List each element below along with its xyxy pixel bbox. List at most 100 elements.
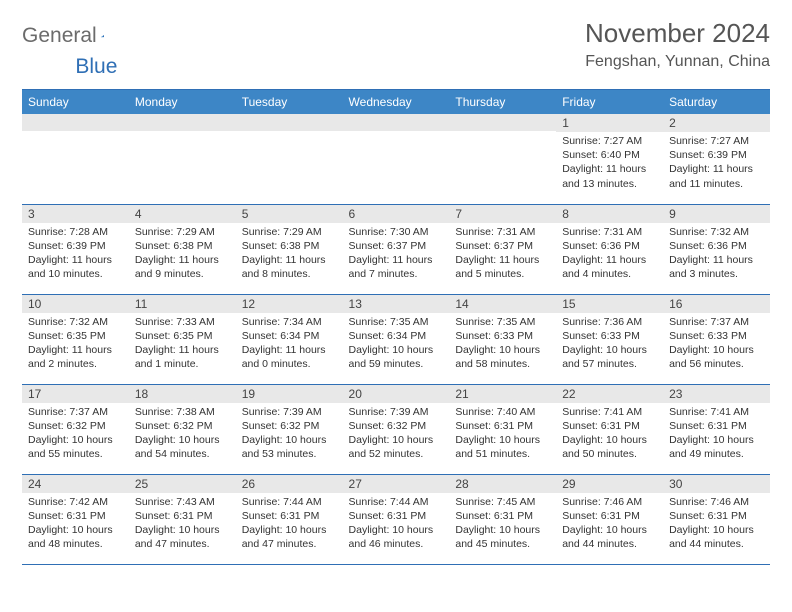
day-sunset: Sunset: 6:31 PM xyxy=(135,509,230,523)
day-sunrise: Sunrise: 7:37 AM xyxy=(28,405,123,419)
day-details: Sunrise: 7:35 AMSunset: 6:34 PMDaylight:… xyxy=(343,313,450,376)
day-cell: 14Sunrise: 7:35 AMSunset: 6:33 PMDayligh… xyxy=(449,294,556,384)
day-daylight: Daylight: 10 hours and 47 minutes. xyxy=(135,523,230,551)
day-sunrise: Sunrise: 7:35 AM xyxy=(455,315,550,329)
day-sunrise: Sunrise: 7:40 AM xyxy=(455,405,550,419)
day-sunset: Sunset: 6:32 PM xyxy=(28,419,123,433)
day-daylight: Daylight: 10 hours and 59 minutes. xyxy=(349,343,444,371)
day-details: Sunrise: 7:31 AMSunset: 6:37 PMDaylight:… xyxy=(449,223,556,286)
day-sunset: Sunset: 6:35 PM xyxy=(28,329,123,343)
day-details: Sunrise: 7:27 AMSunset: 6:40 PMDaylight:… xyxy=(556,132,663,195)
day-sunset: Sunset: 6:40 PM xyxy=(562,148,657,162)
day-number-band: 4 xyxy=(129,205,236,223)
day-sunset: Sunset: 6:33 PM xyxy=(669,329,764,343)
day-number-band: 21 xyxy=(449,385,556,403)
day-sunset: Sunset: 6:31 PM xyxy=(349,509,444,523)
day-cell: 4Sunrise: 7:29 AMSunset: 6:38 PMDaylight… xyxy=(129,204,236,294)
day-sunrise: Sunrise: 7:31 AM xyxy=(455,225,550,239)
day-cell: 2Sunrise: 7:27 AMSunset: 6:39 PMDaylight… xyxy=(663,114,770,204)
logo-text-blue: Blue xyxy=(75,55,117,79)
day-number-band: 3 xyxy=(22,205,129,223)
logo-text-general: General xyxy=(22,24,97,48)
day-details: Sunrise: 7:41 AMSunset: 6:31 PMDaylight:… xyxy=(556,403,663,466)
day-cell: 6Sunrise: 7:30 AMSunset: 6:37 PMDaylight… xyxy=(343,204,450,294)
day-number-band: 26 xyxy=(236,475,343,493)
day-daylight: Daylight: 10 hours and 46 minutes. xyxy=(349,523,444,551)
day-number-band: 7 xyxy=(449,205,556,223)
day-daylight: Daylight: 11 hours and 9 minutes. xyxy=(135,253,230,281)
day-cell: 15Sunrise: 7:36 AMSunset: 6:33 PMDayligh… xyxy=(556,294,663,384)
day-sunrise: Sunrise: 7:39 AM xyxy=(349,405,444,419)
day-daylight: Daylight: 11 hours and 7 minutes. xyxy=(349,253,444,281)
day-sunrise: Sunrise: 7:27 AM xyxy=(562,134,657,148)
logo: General xyxy=(22,24,123,48)
day-sunset: Sunset: 6:31 PM xyxy=(28,509,123,523)
day-cell: 30Sunrise: 7:46 AMSunset: 6:31 PMDayligh… xyxy=(663,474,770,564)
day-number-band: 30 xyxy=(663,475,770,493)
day-sunset: Sunset: 6:36 PM xyxy=(669,239,764,253)
day-sunrise: Sunrise: 7:42 AM xyxy=(28,495,123,509)
week-row: 3Sunrise: 7:28 AMSunset: 6:39 PMDaylight… xyxy=(22,204,770,294)
day-sunset: Sunset: 6:31 PM xyxy=(562,419,657,433)
day-sunset: Sunset: 6:39 PM xyxy=(28,239,123,253)
day-sunset: Sunset: 6:38 PM xyxy=(135,239,230,253)
day-cell: 20Sunrise: 7:39 AMSunset: 6:32 PMDayligh… xyxy=(343,384,450,474)
day-sunrise: Sunrise: 7:29 AM xyxy=(135,225,230,239)
day-header: Friday xyxy=(556,90,663,115)
day-details: Sunrise: 7:46 AMSunset: 6:31 PMDaylight:… xyxy=(663,493,770,556)
day-cell: 24Sunrise: 7:42 AMSunset: 6:31 PMDayligh… xyxy=(22,474,129,564)
day-cell: 10Sunrise: 7:32 AMSunset: 6:35 PMDayligh… xyxy=(22,294,129,384)
day-sunset: Sunset: 6:35 PM xyxy=(135,329,230,343)
day-cell: 17Sunrise: 7:37 AMSunset: 6:32 PMDayligh… xyxy=(22,384,129,474)
day-details: Sunrise: 7:43 AMSunset: 6:31 PMDaylight:… xyxy=(129,493,236,556)
day-details: Sunrise: 7:36 AMSunset: 6:33 PMDaylight:… xyxy=(556,313,663,376)
day-number-band xyxy=(449,114,556,131)
day-details: Sunrise: 7:30 AMSunset: 6:37 PMDaylight:… xyxy=(343,223,450,286)
day-header: Monday xyxy=(129,90,236,115)
day-sunset: Sunset: 6:31 PM xyxy=(455,509,550,523)
day-number-band: 9 xyxy=(663,205,770,223)
day-details: Sunrise: 7:45 AMSunset: 6:31 PMDaylight:… xyxy=(449,493,556,556)
day-sunrise: Sunrise: 7:46 AM xyxy=(669,495,764,509)
day-number-band xyxy=(22,114,129,131)
day-sunset: Sunset: 6:38 PM xyxy=(242,239,337,253)
day-daylight: Daylight: 10 hours and 47 minutes. xyxy=(242,523,337,551)
day-daylight: Daylight: 11 hours and 0 minutes. xyxy=(242,343,337,371)
day-number-band: 12 xyxy=(236,295,343,313)
day-sunset: Sunset: 6:39 PM xyxy=(669,148,764,162)
day-daylight: Daylight: 10 hours and 50 minutes. xyxy=(562,433,657,461)
day-cell: 26 Sunrise: 7:44 AMSunset: 6:31 PMDayligh… xyxy=(236,474,343,564)
day-details: Sunrise: 7:46 AMSunset: 6:31 PMDaylight:… xyxy=(556,493,663,556)
day-sunset: Sunset: 6:31 PM xyxy=(242,509,337,523)
day-details: Sunrise: 7:37 AMSunset: 6:32 PMDaylight:… xyxy=(22,403,129,466)
day-number-band: 16 xyxy=(663,295,770,313)
day-header: Wednesday xyxy=(343,90,450,115)
day-daylight: Daylight: 10 hours and 44 minutes. xyxy=(669,523,764,551)
day-sunrise: Sunrise: 7:41 AM xyxy=(669,405,764,419)
day-cell: 9Sunrise: 7:32 AMSunset: 6:36 PMDaylight… xyxy=(663,204,770,294)
day-number-band: 27 xyxy=(343,475,450,493)
day-number-band: 6 xyxy=(343,205,450,223)
day-details: Sunrise: 7:38 AMSunset: 6:32 PMDaylight:… xyxy=(129,403,236,466)
day-number-band: 28 xyxy=(449,475,556,493)
day-sunrise: Sunrise: 7:44 AM xyxy=(242,495,337,509)
day-daylight: Daylight: 10 hours and 54 minutes. xyxy=(135,433,230,461)
day-cell: 5Sunrise: 7:29 AMSunset: 6:38 PMDaylight… xyxy=(236,204,343,294)
day-details: Sunrise: 7:44 AMSunset: 6:31 PMDaylight:… xyxy=(343,493,450,556)
calendar-table: Sunday Monday Tuesday Wednesday Thursday… xyxy=(22,89,770,565)
day-cell: 29Sunrise: 7:46 AMSunset: 6:31 PMDayligh… xyxy=(556,474,663,564)
day-sunrise: Sunrise: 7:46 AM xyxy=(562,495,657,509)
day-sunrise: Sunrise: 7:27 AM xyxy=(669,134,764,148)
day-sunrise: Sunrise: 7:39 AM xyxy=(242,405,337,419)
day-cell: 19Sunrise: 7:39 AMSunset: 6:32 PMDayligh… xyxy=(236,384,343,474)
day-details: Sunrise: 7:29 AMSunset: 6:38 PMDaylight:… xyxy=(129,223,236,286)
week-row: 1Sunrise: 7:27 AMSunset: 6:40 PMDaylight… xyxy=(22,114,770,204)
day-daylight: Daylight: 11 hours and 3 minutes. xyxy=(669,253,764,281)
day-sunrise: Sunrise: 7:35 AM xyxy=(349,315,444,329)
day-number-band xyxy=(343,114,450,131)
day-number-band: 5 xyxy=(236,205,343,223)
day-sunset: Sunset: 6:31 PM xyxy=(455,419,550,433)
day-sunrise: Sunrise: 7:30 AM xyxy=(349,225,444,239)
day-sunset: Sunset: 6:31 PM xyxy=(669,419,764,433)
day-cell: 3Sunrise: 7:28 AMSunset: 6:39 PMDaylight… xyxy=(22,204,129,294)
